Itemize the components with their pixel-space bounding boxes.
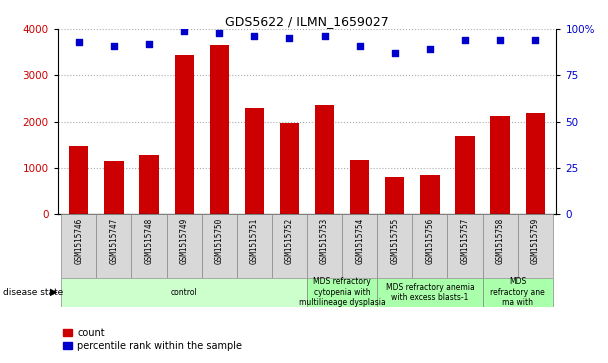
Bar [307, 214, 342, 278]
Bar [61, 214, 97, 278]
Point [355, 43, 365, 49]
Point [496, 37, 505, 43]
Bar [447, 214, 483, 278]
Point [215, 30, 224, 36]
Text: GSM1515757: GSM1515757 [460, 217, 469, 264]
Point [109, 43, 119, 49]
Bar [342, 214, 377, 278]
Bar [61, 278, 307, 307]
Text: GSM1515750: GSM1515750 [215, 217, 224, 264]
Bar [210, 45, 229, 214]
Bar [455, 136, 475, 214]
Point [285, 36, 294, 41]
Bar [69, 146, 89, 214]
Text: disease state: disease state [3, 288, 63, 297]
Title: GDS5622 / ILMN_1659027: GDS5622 / ILMN_1659027 [225, 15, 389, 28]
Text: MDS refractory anemia
with excess blasts-1: MDS refractory anemia with excess blasts… [385, 282, 474, 302]
Bar [377, 278, 483, 307]
Text: GSM1515755: GSM1515755 [390, 217, 399, 264]
Bar [385, 177, 404, 214]
Text: GSM1515754: GSM1515754 [355, 217, 364, 264]
Point [144, 41, 154, 47]
Point [179, 28, 189, 34]
Legend: count, percentile rank within the sample: count, percentile rank within the sample [63, 328, 242, 351]
Bar [491, 116, 510, 214]
Point [460, 37, 470, 43]
Bar [237, 214, 272, 278]
Text: GSM1515747: GSM1515747 [109, 217, 119, 264]
Bar [315, 105, 334, 214]
Text: GSM1515759: GSM1515759 [531, 217, 540, 264]
Point [74, 39, 84, 45]
Text: MDS refractory
cytopenia with
multilineage dysplasia: MDS refractory cytopenia with multilinea… [299, 277, 385, 307]
Bar [307, 278, 377, 307]
Point [320, 33, 330, 39]
Text: GSM1515758: GSM1515758 [496, 217, 505, 264]
Bar [280, 123, 299, 214]
Bar [105, 161, 123, 214]
Text: GSM1515749: GSM1515749 [179, 217, 188, 264]
Bar [350, 160, 369, 214]
Text: GSM1515753: GSM1515753 [320, 217, 329, 264]
Text: GSM1515756: GSM1515756 [426, 217, 435, 264]
Text: MDS
refractory ane
ma with: MDS refractory ane ma with [490, 277, 545, 307]
Bar [174, 56, 194, 214]
Point [390, 50, 399, 56]
Bar [525, 113, 545, 214]
Point [249, 33, 259, 39]
Bar [483, 214, 517, 278]
Bar [412, 214, 447, 278]
Text: control: control [171, 288, 198, 297]
Bar [139, 155, 159, 214]
Text: GSM1515746: GSM1515746 [74, 217, 83, 264]
Point [425, 46, 435, 52]
Bar [167, 214, 202, 278]
Bar [272, 214, 307, 278]
Bar [420, 175, 440, 214]
Bar [483, 278, 553, 307]
Point [530, 37, 540, 43]
Bar [517, 214, 553, 278]
Bar [131, 214, 167, 278]
Text: GSM1515748: GSM1515748 [145, 217, 154, 264]
Bar [244, 108, 264, 214]
Text: GSM1515751: GSM1515751 [250, 217, 259, 264]
Bar [97, 214, 131, 278]
Text: GSM1515752: GSM1515752 [285, 217, 294, 264]
Text: ▶: ▶ [50, 287, 57, 297]
Bar [202, 214, 237, 278]
Bar [377, 214, 412, 278]
